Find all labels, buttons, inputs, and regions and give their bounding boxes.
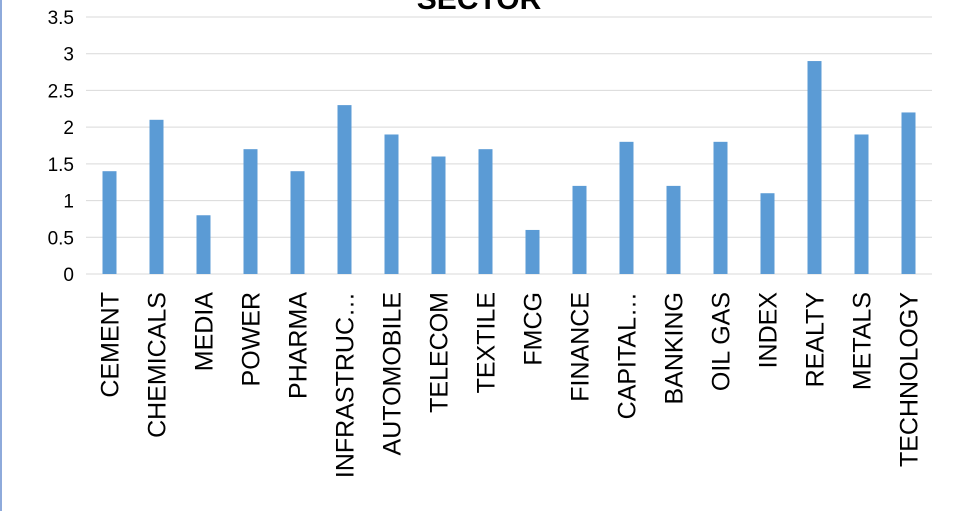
y-tick-label: 1 xyxy=(63,192,74,213)
gridlines xyxy=(86,16,932,275)
bar-chemicals xyxy=(149,119,164,274)
bar-infrastruc xyxy=(337,105,352,274)
bar-cement xyxy=(102,171,117,274)
x-axis-labels: CEMENT CHEMICALS MEDIA POWER PHARMA INFRASTRU… xyxy=(97,292,924,478)
x-category-label: MEDIA xyxy=(191,292,219,372)
bar-realty xyxy=(807,61,822,274)
bar-finance xyxy=(572,185,587,274)
x-category-label: BANKING xyxy=(661,292,689,405)
bar-textile xyxy=(478,149,493,274)
x-category-label: FMCG xyxy=(520,292,548,366)
y-axis-ticks: 0 0.5 1 1.5 2 2.5 3 3.5 xyxy=(48,8,74,286)
x-category-label: TECHNOLOGY xyxy=(896,292,924,467)
bar-pharma xyxy=(290,171,305,274)
bar-technology xyxy=(901,112,916,274)
x-category-label: PHARMA xyxy=(285,292,313,399)
y-tick-label: 3 xyxy=(63,45,74,66)
bar-automobile xyxy=(384,134,399,274)
x-category-label: POWER xyxy=(238,292,266,386)
x-category-label: CHEMICALS xyxy=(144,292,172,438)
x-category-label: INDEX xyxy=(755,292,783,369)
bars xyxy=(102,61,916,274)
x-category-label: FINANCE xyxy=(567,292,595,402)
y-tick-label: 0 xyxy=(63,265,74,286)
bar-power xyxy=(243,149,258,274)
bar-media xyxy=(196,215,211,274)
x-category-label: OIL GAS xyxy=(708,292,736,391)
y-tick-label: 3.5 xyxy=(48,8,74,29)
bar-fmcg xyxy=(525,229,540,274)
x-category-label: CEMENT xyxy=(97,292,125,398)
x-category-label: AUTOMOBILE xyxy=(379,292,407,455)
y-tick-label: 2.5 xyxy=(48,81,74,102)
x-category-label: CAPITAL… xyxy=(614,292,642,419)
bar-telecom xyxy=(431,156,446,274)
x-category-label: TELECOM xyxy=(426,292,454,413)
x-category-label: TEXTILE xyxy=(473,292,501,393)
bar-banking xyxy=(666,185,681,274)
bar-index xyxy=(760,193,775,274)
y-tick-label: 0.5 xyxy=(48,228,74,249)
y-tick-label: 2 xyxy=(63,118,74,139)
chart-title: SECTOR xyxy=(417,0,542,16)
x-category-label: REALTY xyxy=(802,292,830,388)
x-category-label: METALS xyxy=(849,292,877,390)
y-tick-label: 1.5 xyxy=(48,155,74,176)
x-category-label: INFRASTRUC… xyxy=(332,292,360,478)
bar-capital xyxy=(619,141,634,274)
bar-oil-gas xyxy=(713,141,728,274)
bar-metals xyxy=(854,134,869,274)
